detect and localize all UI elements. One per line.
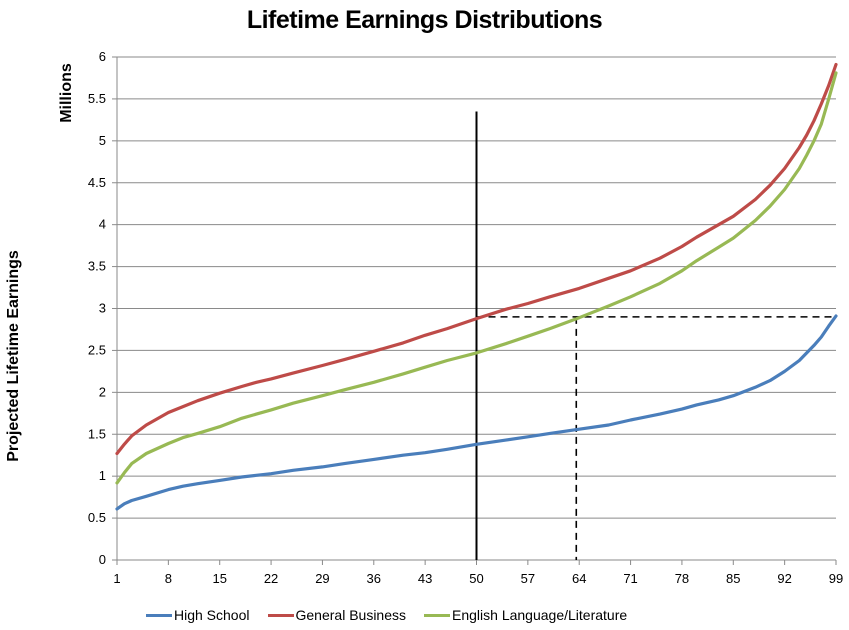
x-tick-label: 64 <box>572 571 586 586</box>
y-tick-label: 4 <box>99 217 106 232</box>
y-axis-title: Projected Lifetime Earnings <box>5 250 22 462</box>
y-tick-label: 1.5 <box>88 426 106 441</box>
x-tick-label: 92 <box>777 571 791 586</box>
x-tick-labels: 1 8 15 22 29 36 43 50 57 64 71 78 85 92 99 <box>113 571 843 586</box>
y-tick-label: 1 <box>99 468 106 483</box>
x-tick-label: 36 <box>367 571 381 586</box>
legend: High School General Business English Lan… <box>146 605 645 625</box>
y-tick-label: 5 <box>99 133 106 148</box>
series-line-high-school <box>115 314 838 511</box>
x-tick-label: 29 <box>315 571 329 586</box>
legend-label: General Business <box>295 607 407 623</box>
y-tick-label: 3 <box>99 301 106 316</box>
x-tick-label: 57 <box>521 571 535 586</box>
y-tick-label: 6 <box>99 49 106 64</box>
x-tick-label: 22 <box>264 571 278 586</box>
legend-swatch <box>267 613 294 617</box>
x-tick-label: 1 <box>113 571 120 586</box>
chart-title: Lifetime Earnings Distributions <box>246 6 603 34</box>
x-tick-label: 85 <box>726 571 740 586</box>
x-tick-label: 8 <box>165 571 172 586</box>
x-tick-label: 71 <box>623 571 637 586</box>
annotations <box>475 111 836 560</box>
y-tick-label: 0 <box>99 552 106 567</box>
series-line-english-literature <box>115 71 838 485</box>
y-unit-label: Millions <box>58 63 75 123</box>
y-tick-label: 2.5 <box>88 342 106 357</box>
x-tick-label: 78 <box>675 571 689 586</box>
y-tick-labels: 0 0.5 1 1.5 2 2.5 3 3.5 4 4.5 5 5.5 6 <box>88 49 106 567</box>
legend-item-english-literature: English Language/Literature <box>424 607 627 623</box>
y-tick-label: 5.5 <box>88 91 106 106</box>
x-tick-label: 43 <box>418 571 432 586</box>
legend-swatch <box>146 613 172 617</box>
x-tick-label: 15 <box>212 571 226 586</box>
legend-label: English Language/Literature <box>452 607 628 623</box>
y-tick-label: 2 <box>99 384 106 399</box>
y-tick-label: 3.5 <box>88 259 106 274</box>
axes <box>112 56 837 565</box>
y-tick-label: 0.5 <box>88 510 106 525</box>
legend-label: High School <box>174 607 250 623</box>
x-tick-label: 50 <box>469 571 483 586</box>
legend-item-general-business: General Business <box>267 607 407 623</box>
series-lines <box>115 62 838 511</box>
y-tick-label: 4.5 <box>88 175 106 190</box>
series-line-general-business <box>115 62 838 456</box>
legend-item-high-school: High School <box>146 607 250 623</box>
legend-swatch <box>424 613 451 617</box>
x-tick-label: 99 <box>829 571 843 586</box>
